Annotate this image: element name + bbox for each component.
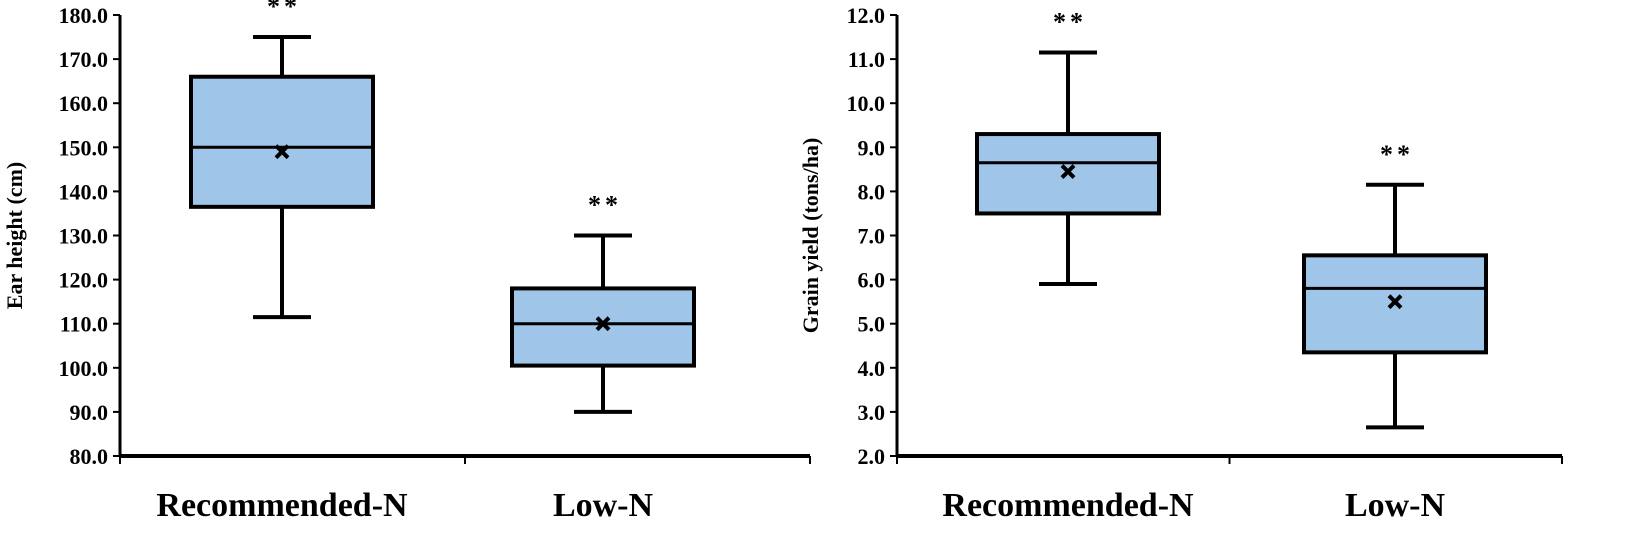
y-tick-label: 11.0 bbox=[848, 47, 885, 72]
box-recommended-n: ** Recommended-N bbox=[942, 7, 1194, 524]
significance-label: ** bbox=[1380, 140, 1414, 169]
x-category-label: Low-N bbox=[1345, 487, 1446, 524]
box-low-n: ** Low-N bbox=[510, 191, 696, 524]
y-tick-label: 170.0 bbox=[59, 47, 109, 72]
y-tick-label: 90.0 bbox=[70, 400, 109, 425]
x-category-label: Low-N bbox=[553, 487, 654, 524]
box-recommended-n: ** Recommended-N bbox=[156, 0, 408, 524]
chart-panel-2: 2.0 3.0 4.0 5.0 6.0 7.0 8.0 9.0 10.0 11.0 12.0 Grai… bbox=[798, 3, 1563, 524]
significance-label: ** bbox=[1053, 7, 1087, 36]
y-tick-label: 7.0 bbox=[858, 224, 886, 249]
y-tick-label: 180.0 bbox=[59, 3, 109, 28]
y-tick-label: 4.0 bbox=[858, 356, 886, 381]
y-tick-label: 5.0 bbox=[858, 312, 886, 337]
y-axis-title: Ear height (cm) bbox=[2, 162, 27, 309]
mean-marker bbox=[1387, 294, 1403, 310]
y-tick-label: 130.0 bbox=[59, 224, 109, 249]
mean-marker bbox=[595, 316, 611, 332]
y-tick-label: 10.0 bbox=[847, 91, 886, 116]
y-tick-label: 9.0 bbox=[858, 135, 886, 160]
mean-marker bbox=[1060, 164, 1076, 179]
y-tick-label: 100.0 bbox=[59, 356, 109, 381]
x-category-label: Recommended-N bbox=[156, 487, 408, 524]
y-tick-label: 3.0 bbox=[858, 400, 886, 425]
y-tick-label: 8.0 bbox=[858, 179, 886, 204]
y-axis-title: Grain yield (tons/ha) bbox=[798, 138, 823, 334]
y-tick-label: 12.0 bbox=[847, 3, 886, 28]
iqr-box bbox=[189, 74, 375, 209]
y-tick-label: 150.0 bbox=[59, 135, 109, 160]
mean-marker bbox=[274, 144, 290, 160]
y-tick-label: 140.0 bbox=[59, 179, 109, 204]
box-low-n: ** Low-N bbox=[1302, 140, 1488, 524]
y-tick-label: 2.0 bbox=[858, 444, 886, 469]
significance-label: ** bbox=[588, 191, 622, 220]
y-tick-label: 160.0 bbox=[59, 91, 109, 116]
y-tick-label: 120.0 bbox=[59, 268, 109, 293]
y-tick-label: 80.0 bbox=[70, 444, 109, 469]
x-category-label: Recommended-N bbox=[942, 487, 1194, 524]
y-tick-label: 6.0 bbox=[858, 268, 886, 293]
iqr-box bbox=[510, 286, 696, 368]
y-tick-label: 110.0 bbox=[60, 312, 108, 337]
chart-panel-1: 80.0 90.0 100.0 110.0 120.0 130.0 140.0 150.0 16… bbox=[2, 0, 811, 524]
significance-label: ** bbox=[267, 0, 301, 21]
